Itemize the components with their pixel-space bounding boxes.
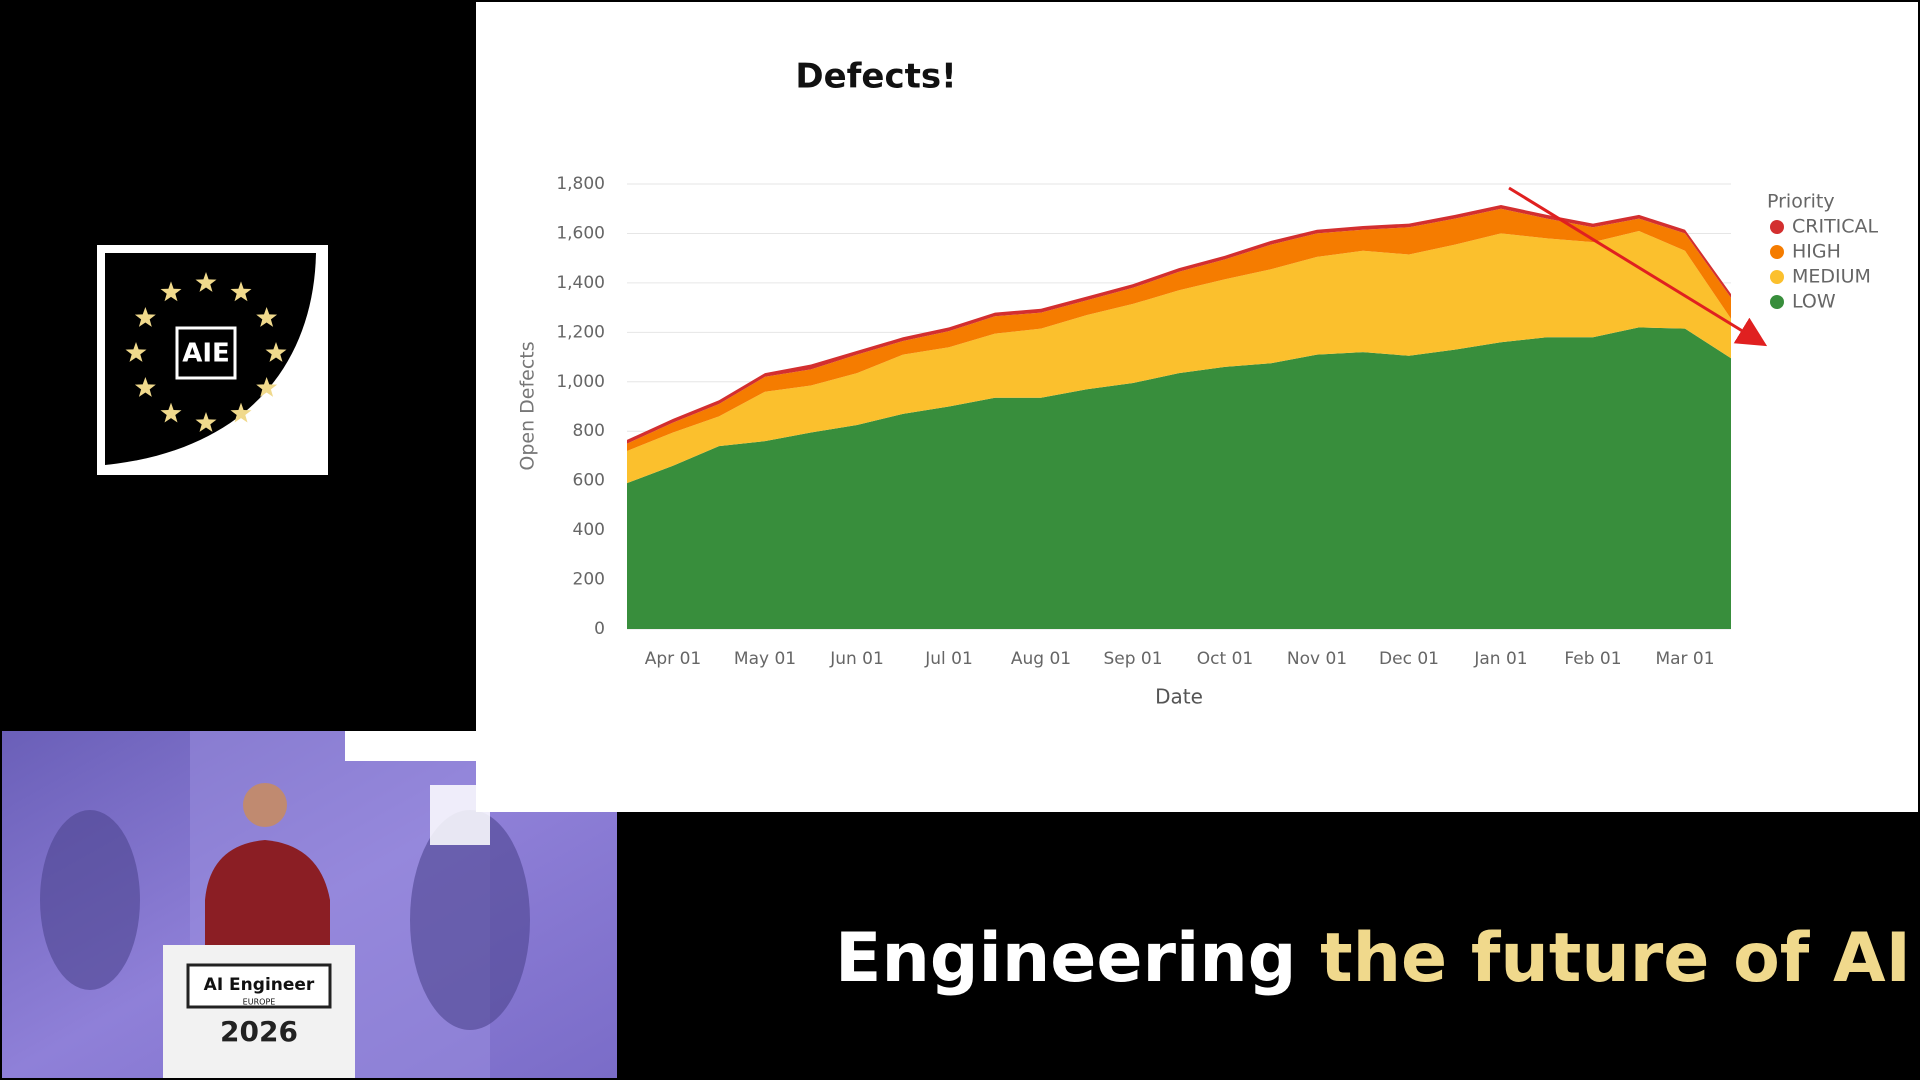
x-tick-label: Jan 01 bbox=[1473, 649, 1527, 669]
x-tick-label: Oct 01 bbox=[1197, 649, 1253, 669]
star bbox=[230, 281, 252, 302]
x-tick-label: Jul 01 bbox=[924, 649, 973, 669]
x-tick-label: Mar 01 bbox=[1655, 649, 1714, 669]
y-tick-label: 1,800 bbox=[556, 174, 605, 194]
y-tick-label: 400 bbox=[573, 520, 605, 540]
x-tick-label: Jun 01 bbox=[829, 649, 884, 669]
x-tick-label: Apr 01 bbox=[645, 649, 701, 669]
star bbox=[256, 307, 278, 327]
area bbox=[627, 208, 1731, 451]
star bbox=[265, 342, 287, 362]
star bbox=[195, 412, 217, 432]
y-tick-label: 1,200 bbox=[556, 322, 605, 342]
star bbox=[256, 377, 278, 397]
y-axis-title: Open Defects bbox=[517, 341, 539, 470]
star bbox=[230, 402, 252, 423]
star bbox=[195, 272, 217, 292]
slogan-plain: Engineering bbox=[835, 919, 1296, 998]
area bbox=[627, 231, 1731, 484]
x-tick-label: Sep 01 bbox=[1103, 649, 1162, 669]
star bbox=[160, 281, 182, 302]
podium-title: AI Engineer bbox=[204, 975, 315, 995]
x-tick-label: Feb 01 bbox=[1564, 649, 1621, 669]
plot: 0 200 400 600 800 1,000 1,200 1,400 1,600 1,800 Ap… bbox=[556, 174, 1731, 669]
y-tick-label: 1,000 bbox=[556, 372, 605, 392]
legend-marker bbox=[1770, 270, 1784, 284]
y-tick-label: 0 bbox=[594, 619, 605, 639]
legend-label: CRITICAL bbox=[1792, 216, 1879, 238]
x-tick-label: Dec 01 bbox=[1379, 649, 1439, 669]
x-tick-label: Nov 01 bbox=[1287, 649, 1347, 669]
legend-label: MEDIUM bbox=[1792, 266, 1871, 288]
x-axis-title: Date bbox=[1155, 685, 1203, 709]
star bbox=[134, 307, 156, 327]
trend-arrow bbox=[1508, 186, 1768, 347]
legend-label: LOW bbox=[1792, 291, 1836, 313]
legend-marker bbox=[1770, 245, 1784, 259]
logo-text: AIE bbox=[182, 339, 230, 369]
chart-title: Defects! bbox=[795, 57, 956, 97]
y-tick-label: 600 bbox=[573, 471, 605, 491]
y-tick-label: 200 bbox=[573, 570, 605, 590]
podium-year: 2026 bbox=[220, 1015, 298, 1048]
legend-marker bbox=[1770, 295, 1784, 309]
legend-label: HIGH bbox=[1792, 241, 1841, 263]
star bbox=[160, 402, 182, 423]
y-tick-label: 1,400 bbox=[556, 273, 605, 293]
slogan-highlight: the future of AI bbox=[1320, 919, 1911, 998]
podium-subtitle: EUROPE bbox=[243, 998, 276, 1007]
legend-title: Priority bbox=[1767, 191, 1835, 213]
area bbox=[627, 327, 1731, 629]
y-tick-label: 800 bbox=[573, 421, 605, 441]
star bbox=[125, 342, 147, 362]
legend-marker bbox=[1770, 220, 1784, 234]
x-tick-label: May 01 bbox=[734, 649, 796, 669]
x-tick-label: Aug 01 bbox=[1011, 649, 1071, 669]
y-tick-label: 1,600 bbox=[556, 223, 605, 243]
star bbox=[134, 377, 156, 397]
slogan: Engineering the future of AI bbox=[835, 919, 1911, 998]
logo: AIE bbox=[97, 245, 328, 475]
